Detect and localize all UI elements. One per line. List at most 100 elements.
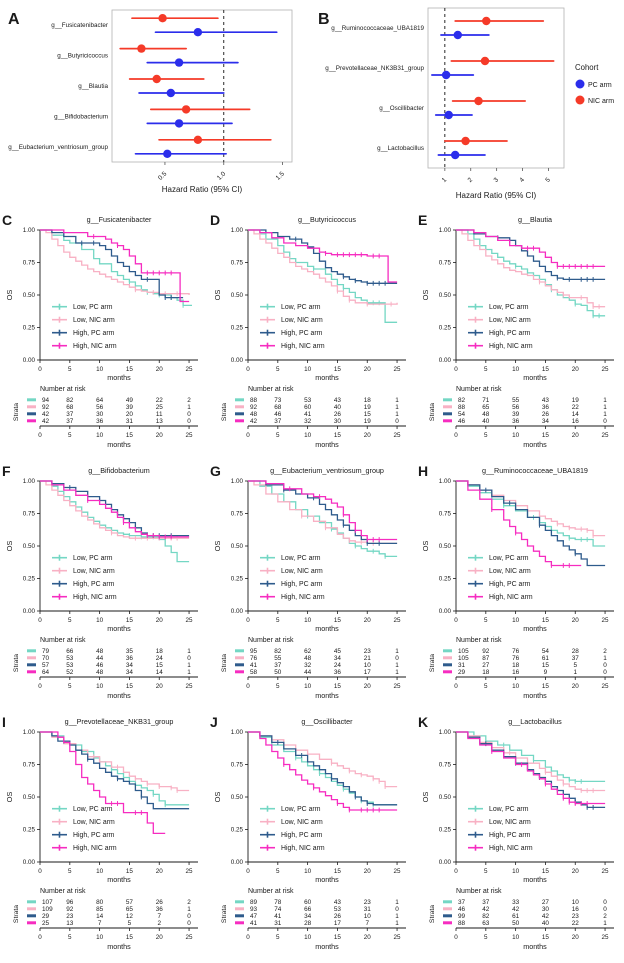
legend-label: Low, PC arm bbox=[73, 806, 113, 813]
risk-value: 24 bbox=[156, 655, 164, 662]
x-tick-label: 15 bbox=[542, 868, 550, 875]
km-curve-3 bbox=[40, 229, 184, 299]
y-axis-title: OS bbox=[5, 541, 14, 552]
risk-x-tick-label: 0 bbox=[246, 683, 250, 690]
risk-value: 36 bbox=[542, 404, 550, 411]
risk-value: 57 bbox=[42, 662, 50, 669]
risk-x-tick-label: 25 bbox=[602, 683, 610, 690]
risk-value: 42 bbox=[512, 906, 520, 913]
pc-point-estimate bbox=[174, 119, 184, 128]
x-tick-label: 25 bbox=[186, 868, 194, 875]
risk-x-tick-label: 0 bbox=[246, 934, 250, 941]
legend-label: Low, NIC arm bbox=[489, 568, 531, 575]
x-tick-label: 15 bbox=[126, 868, 134, 875]
risk-value: 53 bbox=[304, 397, 312, 404]
risk-value: 40 bbox=[334, 404, 342, 411]
y-tick-label: 0.75 bbox=[439, 511, 452, 518]
risk-value: 27 bbox=[482, 662, 490, 669]
risk-value: 1 bbox=[187, 648, 191, 655]
risk-value: 1 bbox=[187, 669, 191, 676]
x-tick-label: 0 bbox=[38, 617, 42, 624]
x-axis-title: months bbox=[107, 624, 131, 633]
nic-point-estimate bbox=[474, 96, 483, 106]
km-title: g__Ruminococcaceae_UBA1819 bbox=[482, 466, 588, 475]
legend-label: High, PC arm bbox=[73, 832, 115, 839]
risk-value: 68 bbox=[274, 404, 282, 411]
risk-value: 7 bbox=[157, 913, 161, 920]
y-tick-label: 0.75 bbox=[439, 762, 452, 769]
legend-label: Low, NIC arm bbox=[73, 317, 115, 324]
risk-value: 1 bbox=[187, 906, 191, 913]
y-tick-label: 0.25 bbox=[231, 576, 244, 583]
risk-value: 44 bbox=[304, 669, 312, 676]
km-title: g__Prevotellaceae_NKB31_group bbox=[65, 717, 174, 726]
x-tick-label: 15 bbox=[334, 868, 342, 875]
y-tick-label: 0.00 bbox=[23, 859, 36, 866]
strata-axis-label: Strata bbox=[221, 403, 228, 421]
risk-value: 22 bbox=[572, 404, 580, 411]
risk-value: 44 bbox=[96, 655, 104, 662]
risk-value: 48 bbox=[250, 411, 258, 418]
risk-value: 1 bbox=[395, 648, 399, 655]
pc-point-estimate bbox=[453, 30, 462, 40]
risk-value: 99 bbox=[458, 913, 466, 920]
risk-value: 0 bbox=[187, 655, 191, 662]
x-tick-label: 5 bbox=[68, 868, 72, 875]
legend-label: Low, NIC arm bbox=[73, 819, 115, 826]
strata-axis-label: Strata bbox=[429, 403, 436, 421]
risk-value: 46 bbox=[96, 662, 104, 669]
x-tick-label: 10 bbox=[96, 868, 104, 875]
risk-value: 1 bbox=[395, 913, 399, 920]
risk-value: 46 bbox=[458, 418, 466, 425]
taxon-label: g__Bifidobacterium bbox=[54, 113, 108, 120]
pc-point-estimate bbox=[451, 150, 460, 160]
x-tick-label: 5 bbox=[276, 366, 280, 373]
strata-axis-label: Strata bbox=[221, 654, 228, 672]
risk-value: 37 bbox=[274, 662, 282, 669]
nic-point-estimate bbox=[461, 136, 470, 146]
km-curve-2 bbox=[248, 229, 398, 305]
strata-axis-label: Strata bbox=[221, 905, 228, 923]
risk-value: 88 bbox=[458, 404, 466, 411]
risk-value: 16 bbox=[572, 418, 580, 425]
risk-table-header: Number at risk bbox=[248, 386, 294, 393]
taxon-label: g__Fusicatenibacter bbox=[51, 22, 108, 29]
x-tick-label: 10 bbox=[512, 617, 520, 624]
risk-value: 14 bbox=[96, 913, 104, 920]
x-tick-label: 15 bbox=[334, 617, 342, 624]
risk-value: 15 bbox=[542, 662, 550, 669]
x-tick-label: 10 bbox=[304, 366, 312, 373]
risk-value: 37 bbox=[274, 418, 282, 425]
legend-label: Low, PC arm bbox=[489, 806, 529, 813]
km-title: g__Butyricicoccus bbox=[298, 215, 356, 224]
x-tick-label: 10 bbox=[304, 617, 312, 624]
risk-x-tick-label: 0 bbox=[38, 934, 42, 941]
strata-axis-label: Strata bbox=[13, 403, 20, 421]
risk-value: 55 bbox=[512, 397, 520, 404]
x-tick-label: 20 bbox=[156, 868, 164, 875]
risk-value: 26 bbox=[542, 411, 550, 418]
x-tick-label: 1 bbox=[441, 176, 449, 184]
legend-label: High, PC arm bbox=[281, 832, 323, 839]
x-tick-label: 0 bbox=[454, 868, 458, 875]
x-tick-label: 25 bbox=[394, 366, 402, 373]
risk-value: 2 bbox=[603, 648, 607, 655]
risk-x-tick-label: 25 bbox=[394, 432, 402, 439]
x-tick-label: 25 bbox=[394, 617, 402, 624]
risk-x-tick-label: 20 bbox=[156, 934, 164, 941]
risk-x-tick-label: 0 bbox=[454, 432, 458, 439]
risk-value: 42 bbox=[42, 418, 50, 425]
risk-value: 2 bbox=[157, 920, 161, 927]
risk-value: 36 bbox=[96, 418, 104, 425]
km-curve-2 bbox=[456, 229, 606, 308]
panel-letter: G bbox=[210, 463, 221, 479]
km-curve-4 bbox=[456, 480, 582, 567]
nic-point-estimate bbox=[482, 16, 491, 26]
risk-value: 73 bbox=[274, 397, 282, 404]
risk-value: 89 bbox=[250, 899, 258, 906]
km-curve-4 bbox=[248, 480, 398, 541]
risk-value: 41 bbox=[304, 411, 312, 418]
